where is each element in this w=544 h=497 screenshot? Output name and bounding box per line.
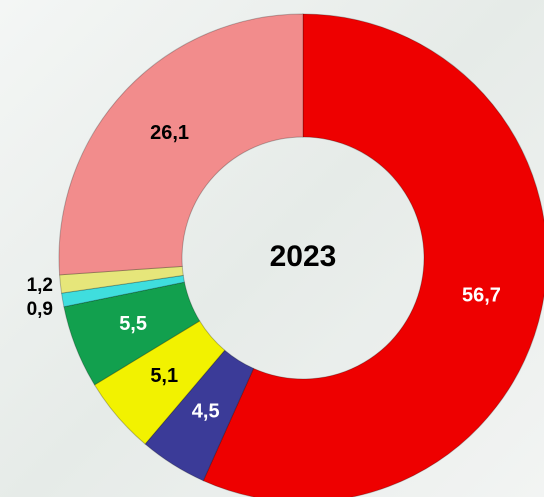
donut-slice [58, 13, 304, 276]
slices [58, 13, 544, 497]
data-label: 5,1 [150, 365, 178, 387]
data-label: 4,5 [192, 401, 220, 423]
data-label: 56,7 [462, 284, 501, 306]
data-label: 0,9 [27, 299, 53, 320]
donut-slice [144, 349, 255, 482]
data-label: 26,1 [150, 122, 189, 144]
center-title: 2023 [270, 240, 337, 273]
data-label: 1,2 [27, 275, 53, 296]
donut-slice [202, 13, 544, 497]
data-label: 5,5 [119, 313, 147, 335]
labels: 56,7 4,5 5,1 5,5 26,1 0,9 1,2 [27, 122, 501, 423]
